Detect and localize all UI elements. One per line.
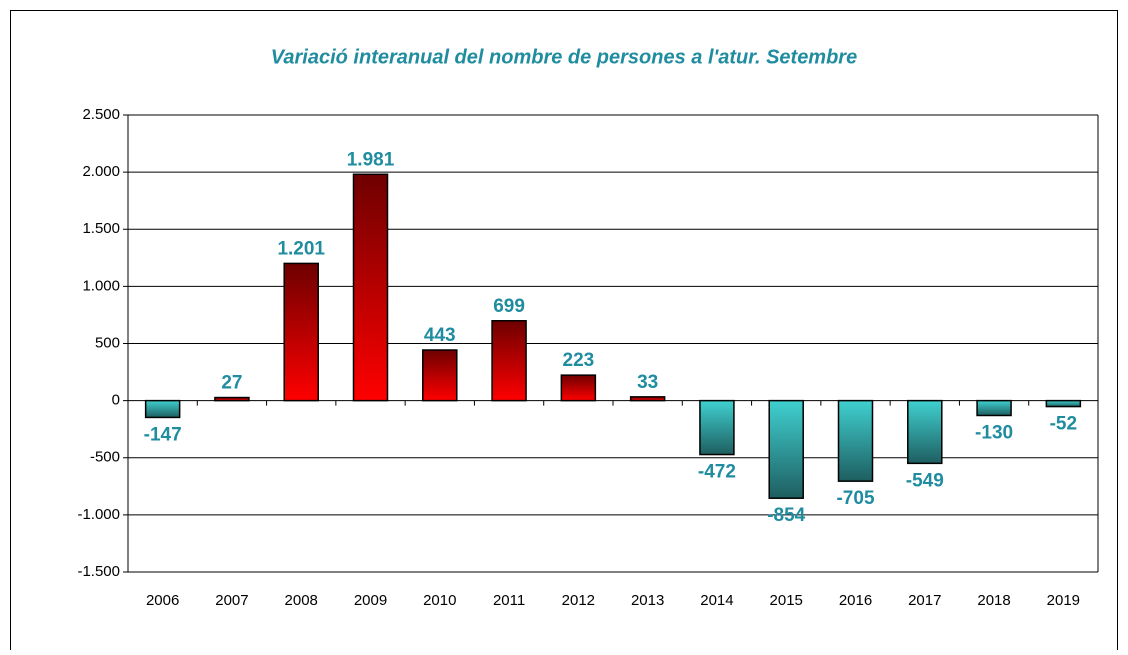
bar (837, 399, 874, 482)
bar (214, 396, 250, 402)
y-tick-label: -500 (90, 449, 120, 466)
x-tick-label: 2011 (493, 592, 525, 609)
x-tick-label: 2010 (423, 592, 456, 609)
value-label: 1.201 (277, 238, 325, 259)
bar (144, 399, 181, 419)
x-tick-label: 2009 (354, 592, 387, 609)
y-tick-label: 2.500 (82, 106, 120, 123)
x-tick-label: 2019 (1047, 592, 1080, 609)
value-label: 1.981 (347, 149, 395, 170)
bar (283, 262, 319, 402)
bar (560, 374, 597, 402)
value-label: -549 (906, 470, 944, 491)
x-tick-label: 2013 (631, 592, 664, 609)
x-tick-label: 2016 (839, 592, 872, 609)
value-label: 443 (424, 325, 456, 346)
value-label: -147 (144, 424, 182, 445)
value-label: -52 (1050, 414, 1077, 435)
value-label: -854 (767, 505, 805, 526)
x-tick-label: 2015 (770, 592, 803, 609)
x-tick-label: 2012 (562, 592, 595, 609)
value-label: 699 (493, 296, 525, 317)
y-tick-label: 1.000 (82, 277, 120, 294)
value-label: 223 (563, 350, 595, 371)
y-tick-label: -1.500 (77, 563, 120, 580)
bar (768, 399, 804, 499)
y-tick-label: 1.500 (82, 220, 120, 237)
y-tick-label: -1.000 (77, 506, 120, 523)
value-label: 33 (637, 372, 658, 393)
bar (699, 399, 735, 456)
chart-title: Variació interanual del nombre de person… (271, 46, 857, 68)
bar (352, 173, 389, 402)
x-tick-label: 2007 (215, 592, 248, 609)
value-label: 27 (221, 373, 242, 394)
value-label: -130 (975, 422, 1013, 443)
value-label: -705 (836, 488, 874, 509)
value-label: -472 (698, 462, 736, 483)
bar (907, 399, 943, 465)
bar (422, 349, 458, 402)
x-tick-label: 2006 (146, 592, 179, 609)
x-tick-label: 2008 (285, 592, 318, 609)
y-tick-label: 500 (95, 334, 120, 351)
y-tick-label: 2.000 (82, 163, 120, 180)
bar (629, 396, 666, 402)
bar (1045, 399, 1082, 408)
bar (976, 399, 1012, 417)
x-tick-label: 2018 (977, 592, 1010, 609)
x-tick-label: 2017 (908, 592, 941, 609)
chart-border (10, 10, 1118, 655)
x-tick-label: 2014 (700, 592, 733, 609)
bar (491, 320, 527, 402)
y-tick-label: 0 (112, 392, 120, 409)
